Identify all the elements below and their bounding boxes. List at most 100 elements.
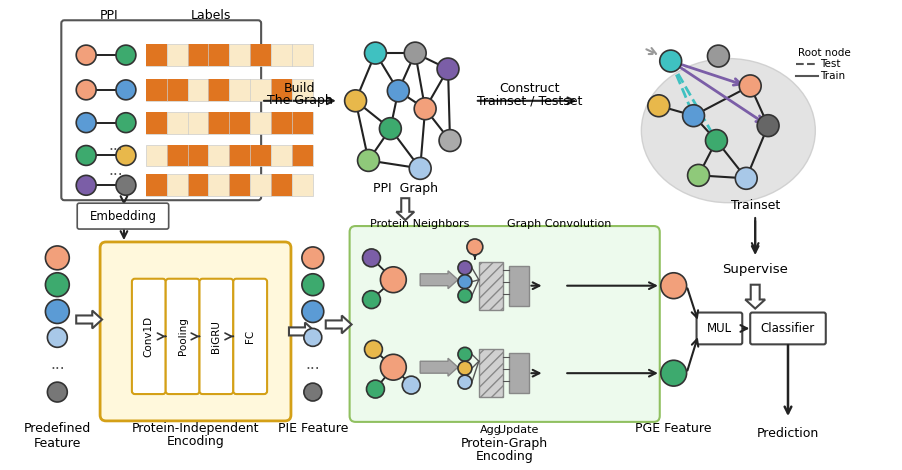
Bar	[167, 79, 188, 101]
Circle shape	[77, 146, 97, 165]
Text: Protein-Graph: Protein-Graph	[461, 437, 548, 450]
Bar	[146, 145, 313, 166]
Text: Graph Convolution: Graph Convolution	[507, 219, 612, 229]
Bar	[146, 44, 313, 66]
Bar	[479, 349, 502, 397]
Circle shape	[302, 301, 324, 322]
FancyBboxPatch shape	[61, 20, 261, 200]
Circle shape	[77, 113, 97, 133]
FancyArrow shape	[420, 271, 458, 289]
Text: Predefined: Predefined	[23, 423, 91, 435]
Text: Build: Build	[284, 82, 316, 95]
Circle shape	[404, 42, 426, 64]
Text: Construct: Construct	[500, 82, 560, 95]
Circle shape	[735, 167, 757, 189]
Circle shape	[48, 328, 68, 347]
Bar	[229, 112, 250, 133]
Circle shape	[437, 58, 459, 80]
Circle shape	[116, 146, 136, 165]
Text: Trainset / Testset: Trainset / Testset	[477, 94, 582, 107]
Bar	[509, 266, 529, 306]
FancyBboxPatch shape	[132, 279, 166, 394]
Ellipse shape	[641, 59, 815, 203]
FancyBboxPatch shape	[234, 279, 267, 394]
Circle shape	[116, 45, 136, 65]
Circle shape	[345, 90, 366, 112]
Circle shape	[458, 361, 472, 375]
Text: Feature: Feature	[33, 437, 81, 450]
Bar	[479, 262, 502, 310]
FancyArrow shape	[420, 358, 458, 376]
Polygon shape	[745, 285, 765, 309]
Bar	[208, 112, 229, 133]
Bar	[250, 44, 272, 66]
Circle shape	[357, 149, 380, 172]
Circle shape	[363, 249, 381, 267]
Circle shape	[458, 275, 472, 289]
FancyBboxPatch shape	[696, 313, 742, 345]
Circle shape	[661, 360, 686, 386]
Text: BiGRU: BiGRU	[211, 320, 221, 353]
Bar	[272, 112, 292, 133]
Bar	[146, 79, 167, 101]
Circle shape	[757, 115, 779, 137]
Circle shape	[458, 289, 472, 303]
Text: Test: Test	[820, 59, 841, 69]
Circle shape	[380, 118, 401, 140]
Circle shape	[458, 261, 472, 275]
Circle shape	[116, 80, 136, 100]
Circle shape	[707, 45, 730, 67]
FancyBboxPatch shape	[78, 203, 169, 229]
Circle shape	[458, 375, 472, 389]
Circle shape	[661, 273, 686, 298]
Text: Root node: Root node	[798, 48, 851, 58]
Bar	[146, 174, 313, 196]
Bar	[188, 145, 208, 166]
Text: ...: ...	[108, 138, 124, 153]
Circle shape	[45, 246, 69, 270]
Circle shape	[45, 299, 69, 323]
Circle shape	[705, 130, 727, 151]
Circle shape	[48, 382, 68, 402]
Bar	[146, 79, 313, 101]
Bar	[229, 145, 250, 166]
Text: ...: ...	[108, 163, 124, 178]
Circle shape	[402, 376, 420, 394]
Text: FC: FC	[245, 330, 255, 343]
Circle shape	[302, 274, 324, 296]
Circle shape	[458, 347, 472, 361]
Bar	[167, 145, 188, 166]
Circle shape	[77, 45, 97, 65]
Circle shape	[467, 239, 483, 255]
Polygon shape	[77, 311, 102, 329]
Polygon shape	[326, 315, 352, 333]
Text: The Graph: The Graph	[267, 94, 333, 107]
Circle shape	[387, 80, 410, 102]
Circle shape	[687, 164, 710, 186]
Circle shape	[363, 290, 381, 309]
Text: PPI  Graph: PPI Graph	[373, 182, 437, 195]
Text: Conv1D: Conv1D	[143, 316, 154, 357]
Circle shape	[304, 329, 322, 346]
FancyBboxPatch shape	[350, 226, 659, 422]
Bar	[208, 44, 229, 66]
Text: MUL: MUL	[707, 322, 732, 335]
Bar	[229, 174, 250, 196]
Circle shape	[116, 113, 136, 133]
Circle shape	[410, 157, 431, 180]
Bar	[146, 112, 167, 133]
Circle shape	[381, 267, 406, 293]
FancyBboxPatch shape	[166, 279, 199, 394]
Text: Embedding: Embedding	[89, 210, 156, 223]
Circle shape	[648, 95, 669, 117]
Text: Encoding: Encoding	[167, 435, 225, 448]
Circle shape	[364, 42, 386, 64]
Bar	[509, 353, 529, 393]
Bar	[272, 79, 292, 101]
Bar	[188, 174, 208, 196]
Text: Trainset: Trainset	[731, 199, 780, 212]
Polygon shape	[289, 322, 315, 340]
Circle shape	[414, 98, 436, 120]
FancyBboxPatch shape	[199, 279, 234, 394]
Bar	[272, 174, 292, 196]
